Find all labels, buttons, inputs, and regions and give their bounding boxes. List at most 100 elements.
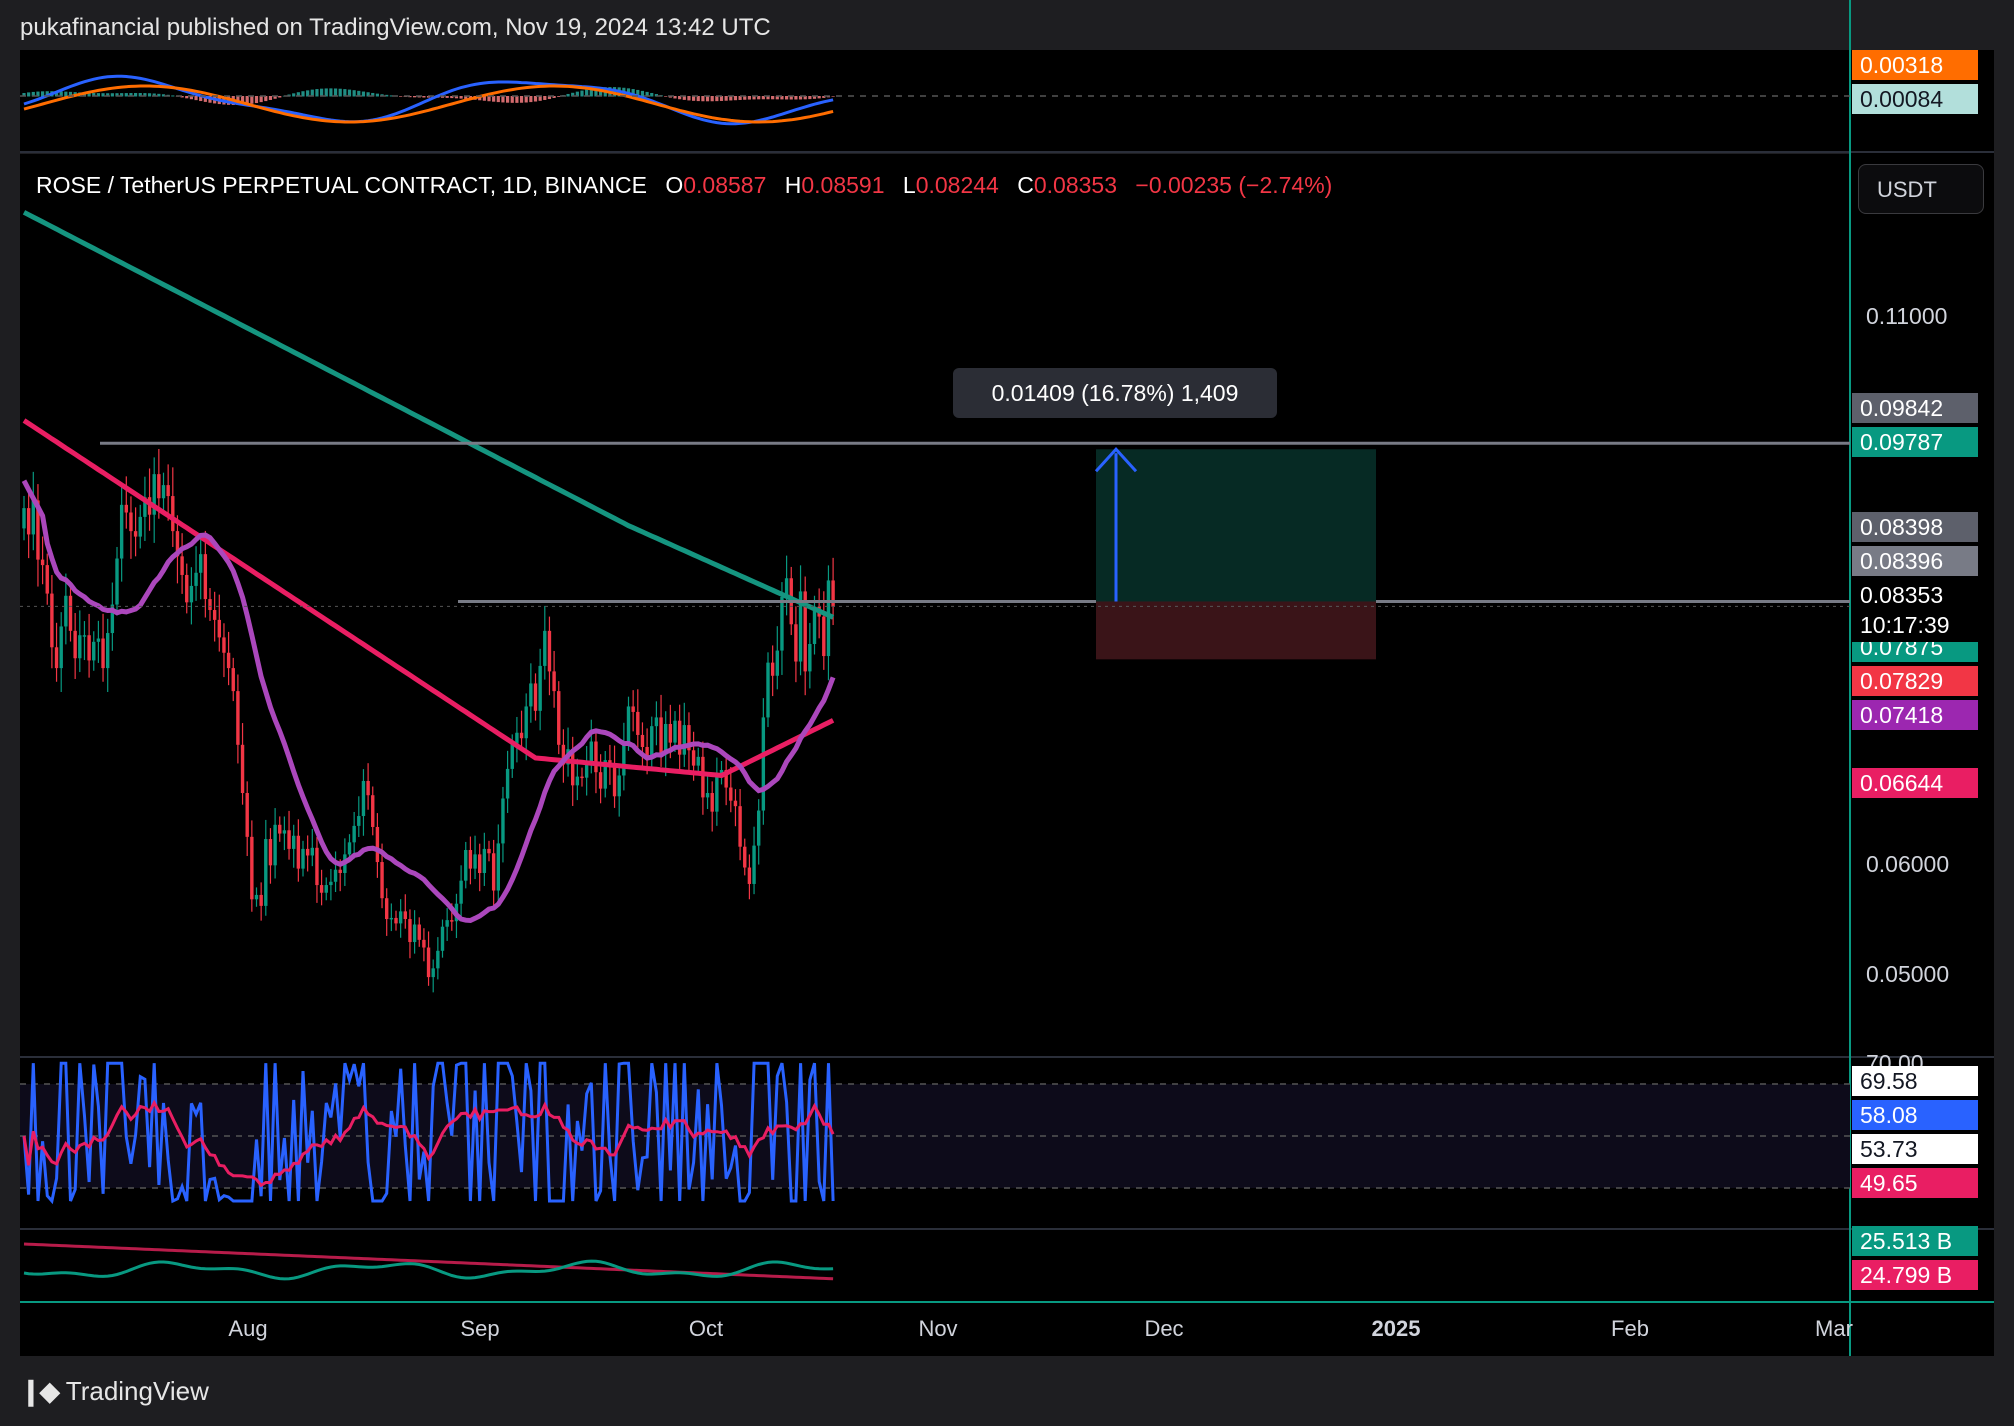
candle-body: [203, 554, 208, 600]
time-axis-label: Dec: [1144, 1316, 1184, 1341]
macd-histogram-bar: [729, 96, 733, 101]
candle-body: [594, 741, 598, 773]
macd-histogram-bar: [189, 96, 193, 100]
candle-body: [705, 793, 710, 798]
candle-body: [268, 839, 273, 866]
candle-body: [394, 917, 398, 924]
candle-body: [50, 593, 54, 648]
candle-body: [445, 920, 449, 927]
candle-body: [664, 723, 668, 755]
candle-body: [701, 756, 705, 798]
candle-body: [501, 798, 505, 844]
macd-histogram-bar: [143, 93, 147, 97]
macd-histogram-bar: [524, 96, 528, 103]
candle-body: [124, 504, 128, 513]
open-label: O: [665, 172, 684, 198]
candle-body: [603, 760, 607, 789]
candle-body: [780, 596, 784, 651]
symbol-ohlc-legend: ROSE / TetherUS PERPETUAL CONTRACT, 1D, …: [36, 172, 1332, 199]
macd-histogram-bar: [808, 96, 812, 100]
currency-button[interactable]: USDT: [1858, 164, 1984, 214]
symbol-title[interactable]: ROSE / TetherUS PERPETUAL CONTRACT, 1D, …: [36, 172, 647, 198]
candle-body: [398, 911, 403, 924]
macd-histogram-bar: [506, 96, 510, 103]
candle-body: [571, 749, 575, 786]
rsi-badge: 49.65: [1852, 1168, 1978, 1198]
macd-histogram-bar: [36, 91, 40, 97]
candle-body: [529, 683, 533, 707]
macd-histogram-bar: [68, 91, 73, 97]
candle-body: [422, 939, 426, 948]
macd-histogram-bar: [533, 96, 538, 102]
macd-histogram-bar: [817, 96, 821, 99]
candle-body: [143, 497, 147, 517]
macd-histogram-bar: [147, 93, 152, 97]
candle-body: [157, 474, 161, 499]
candle-body: [775, 650, 779, 676]
candle-body: [110, 604, 115, 634]
macd-histogram-bar: [636, 89, 640, 97]
low-label: L: [902, 172, 916, 198]
macd-histogram-bar: [794, 96, 798, 100]
candle-body: [292, 835, 296, 849]
candle-body: [408, 919, 412, 943]
candle-body: [733, 800, 738, 807]
candle-body: [231, 668, 235, 692]
time-axis-label: Oct: [688, 1316, 724, 1341]
macd-histogram-bar: [766, 96, 770, 100]
macd-histogram-bar: [789, 96, 793, 100]
macd-histogram-bar: [566, 93, 570, 97]
macd-histogram-bar: [194, 96, 198, 101]
macd-histogram-bar: [250, 96, 254, 104]
price-badge: 0.09787: [1852, 427, 1978, 457]
candle-body: [40, 559, 45, 566]
macd-histogram-bar: [347, 89, 352, 97]
candle-body: [743, 846, 747, 868]
open-value: 0.08587: [683, 172, 767, 198]
macd-histogram-bar: [385, 94, 389, 97]
macd-histogram-bar: [552, 96, 556, 98]
tradingview-logo-icon: ❙◆: [20, 1376, 60, 1406]
candle-body: [115, 558, 119, 605]
candle-body: [310, 847, 314, 856]
macd-histogram-bar: [413, 96, 417, 98]
macd-signal-line: [23, 84, 834, 124]
macd-histogram-bar: [245, 96, 249, 105]
high-label: H: [784, 172, 802, 198]
macd-histogram-bar: [812, 96, 817, 99]
price-badge: 0.08398: [1852, 512, 1978, 542]
candle-body: [505, 768, 510, 799]
macd-histogram-bar: [678, 96, 682, 100]
macd-histogram-bar: [501, 96, 505, 103]
macd-histogram-bar: [268, 96, 273, 100]
macd-histogram-bar: [547, 96, 552, 100]
candle-body: [798, 591, 803, 662]
macd-histogram-bar: [450, 96, 454, 99]
rsi-ma-line: [22, 1099, 835, 1188]
ma-100-line: [22, 418, 835, 779]
macd-histogram-bar: [798, 96, 803, 100]
price-badge: 0.08396: [1852, 546, 1978, 576]
candle-body: [199, 554, 203, 573]
macd-histogram-bar: [775, 96, 779, 100]
candle-body: [612, 766, 617, 797]
candle-body: [92, 641, 96, 661]
change-value: −0.00235 (−2.74%): [1135, 172, 1333, 198]
candle-body: [677, 720, 682, 755]
candle-body: [598, 772, 603, 789]
candle-body: [129, 512, 133, 532]
candle-body: [82, 635, 87, 637]
macd-histogram-bar: [399, 96, 403, 97]
macd-histogram-bar: [161, 94, 166, 97]
macd-histogram-bar: [366, 92, 370, 97]
candle-body: [822, 616, 826, 657]
macd-histogram-bar: [87, 92, 91, 97]
footer-brand[interactable]: ❙◆ TradingView: [20, 1376, 209, 1407]
published-header: pukafinancial published on TradingView.c…: [20, 14, 771, 41]
low-value: 0.08244: [915, 172, 999, 198]
macd-histogram-bar: [310, 89, 314, 97]
candle-body: [305, 848, 310, 856]
macd-histogram-bar: [761, 96, 765, 100]
candle-body: [282, 830, 287, 834]
